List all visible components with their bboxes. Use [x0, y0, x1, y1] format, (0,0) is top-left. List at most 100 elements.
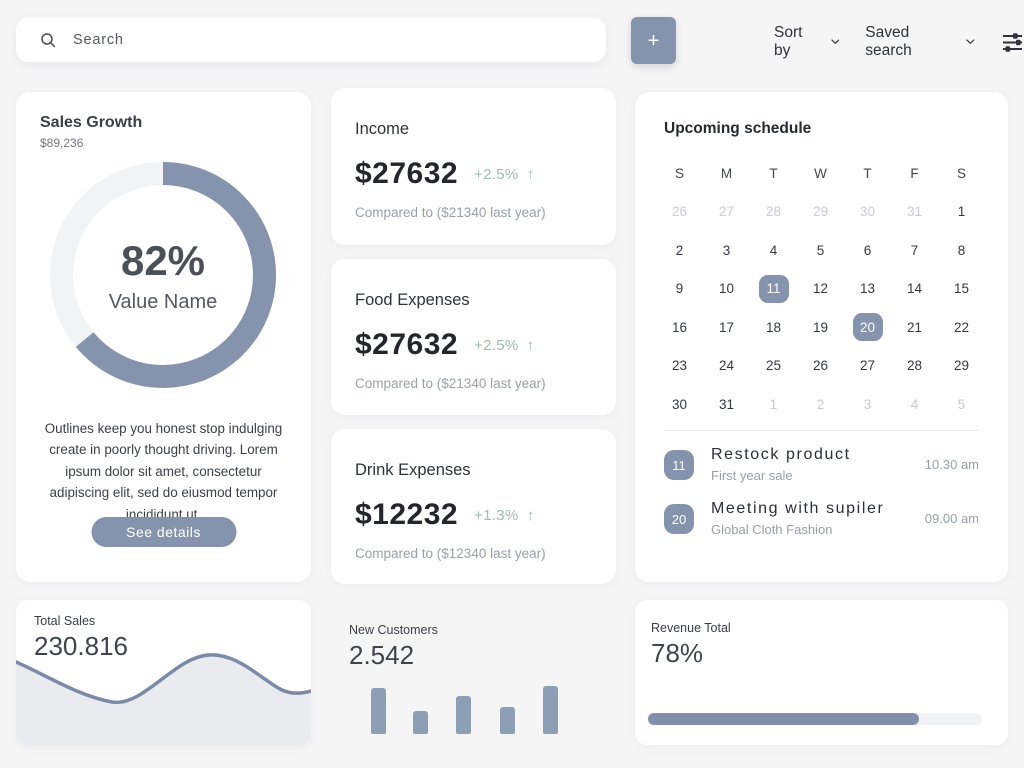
stat-compare: Compared to ($21340 last year) [355, 205, 546, 220]
search-input[interactable] [71, 31, 575, 49]
sort-by-dropdown[interactable]: Sort by [774, 24, 839, 60]
stat-compare: Compared to ($21340 last year) [355, 376, 546, 391]
sales-growth-description: Outlines keep you honest stop indulging … [44, 421, 283, 522]
event-date-badge: 11 [664, 450, 694, 480]
event-restock-product[interactable]: 11 Restock product First year sale 10.30… [664, 446, 979, 486]
income-card: Income $27632 +2.5% ↑ Compared to ($2134… [331, 88, 616, 245]
calendar-day[interactable]: 31 [906, 204, 923, 220]
event-meeting-supplier[interactable]: 20 Meeting with supiler Global Cloth Fas… [664, 500, 979, 540]
calendar-day[interactable]: 13 [859, 281, 876, 297]
chevron-down-icon [830, 39, 839, 44]
event-subtitle: Global Cloth Fashion [711, 522, 833, 537]
calendar-day[interactable]: 2 [675, 242, 684, 258]
calendar-day[interactable]: 7 [910, 242, 919, 258]
calendar-day[interactable]: 26 [812, 358, 829, 374]
calendar-day[interactable]: 10 [718, 281, 735, 297]
donut-percent-value: 82% [120, 236, 206, 284]
sales-growth-amount: $89,236 [40, 136, 84, 150]
stat-title: Income [355, 120, 410, 138]
new-customers-bar-chart [330, 674, 615, 734]
calendar-day[interactable]: 31 [718, 396, 735, 412]
calendar-day[interactable]: 5 [816, 242, 825, 258]
calendar-day[interactable]: 27 [859, 358, 876, 374]
calendar-day[interactable]: 22 [953, 319, 970, 335]
calendar-day[interactable]: 29 [953, 358, 970, 374]
calendar-day-header: S [674, 165, 684, 181]
calendar-day[interactable]: 8 [957, 242, 966, 258]
calendar-day[interactable]: 26 [671, 204, 688, 220]
stat-title: Food Expenses [355, 291, 470, 309]
add-button[interactable]: + [631, 17, 676, 64]
calendar-day[interactable]: 28 [765, 204, 782, 220]
stat-value: $27632 [355, 328, 459, 361]
calendar-day[interactable]: 4 [910, 396, 919, 412]
calendar-day[interactable]: 3 [722, 242, 731, 258]
calendar-day[interactable]: 30 [859, 204, 876, 220]
calendar-day[interactable]: 9 [675, 281, 684, 297]
calendar-day[interactable]: 30 [671, 396, 688, 412]
revenue-total-value: 78% [651, 638, 704, 668]
calendar-day-selected[interactable]: 11 [750, 270, 797, 309]
arrow-up-icon: ↑ [526, 165, 535, 183]
arrow-up-icon: ↑ [526, 336, 535, 354]
calendar-day[interactable]: 19 [812, 319, 829, 335]
calendar-day[interactable]: 24 [718, 358, 735, 374]
stat-change: +1.3% [474, 506, 519, 524]
stat-title: Drink Expenses [355, 461, 471, 479]
sliders-icon [1003, 32, 1022, 52]
calendar-day-header: T [863, 165, 872, 181]
sales-growth-donut-chart: 82% Value Name [48, 160, 278, 390]
event-title: Restock product [711, 446, 851, 463]
sales-growth-title: Sales Growth [40, 114, 143, 131]
calendar-day[interactable]: 1 [769, 396, 778, 412]
calendar-day[interactable]: 23 [671, 358, 688, 374]
calendar-day[interactable]: 28 [906, 358, 923, 374]
new-customers-value: 2.542 [349, 640, 415, 670]
calendar-day[interactable]: 29 [812, 204, 829, 220]
new-customers-section: New Customers 2.542 [330, 600, 615, 745]
calendar-day-header: S [956, 165, 966, 181]
total-sales-label: Total Sales [34, 614, 96, 628]
calendar-day[interactable]: 15 [953, 281, 970, 297]
drink-expenses-card: Drink Expenses $12232 +1.3% ↑ Compared t… [331, 429, 616, 584]
revenue-total-card: Revenue Total 78% [635, 600, 1008, 745]
bar [371, 688, 386, 734]
calendar-day[interactable]: 12 [812, 281, 829, 297]
revenue-total-label: Revenue Total [651, 621, 731, 635]
bar [500, 707, 515, 734]
calendar-day[interactable]: 17 [718, 319, 735, 335]
new-customers-label: New Customers [349, 623, 438, 637]
food-expenses-card: Food Expenses $27632 +2.5% ↑ Compared to… [331, 259, 616, 415]
calendar-day[interactable]: 5 [957, 396, 966, 412]
total-sales-wave-chart [16, 653, 311, 745]
see-details-button[interactable]: See details [91, 517, 236, 547]
bar [413, 711, 428, 734]
bar [456, 696, 471, 734]
stat-change: +2.5% [474, 165, 519, 183]
calendar-day[interactable]: 4 [769, 242, 778, 258]
saved-search-label: Saved search [865, 24, 912, 59]
calendar-day[interactable]: 25 [765, 358, 782, 374]
stat-change: +2.5% [474, 336, 519, 354]
calendar-day[interactable]: 2 [816, 396, 825, 412]
stat-compare: Compared to ($12340 last year) [355, 546, 546, 561]
total-sales-value: 230.816 [34, 631, 128, 661]
calendar-day[interactable]: 14 [906, 281, 923, 297]
calendar-day-selected[interactable]: 20 [844, 308, 891, 347]
calendar-day[interactable]: 21 [906, 319, 923, 335]
calendar-grid: S M T W T F S 26 27 28 29 30 31 1 2 3 4 5 6 7 8 9 10 11 12 13 14 15… [656, 154, 985, 424]
calendar-day[interactable]: 1 [957, 204, 966, 220]
saved-search-dropdown[interactable]: Saved search [865, 24, 975, 60]
calendar-day[interactable]: 18 [765, 319, 782, 335]
calendar-day[interactable]: 3 [863, 396, 872, 412]
calendar-day[interactable]: 6 [863, 242, 872, 258]
event-time: 09.00 am [924, 511, 979, 526]
donut-value-caption: Value Name [108, 290, 218, 313]
calendar-day[interactable]: 27 [718, 204, 735, 220]
search-bar[interactable] [16, 18, 606, 62]
calendar-day[interactable]: 16 [671, 319, 688, 335]
total-sales-card: Total Sales 230.816 [16, 600, 311, 745]
calendar-day-header: W [814, 165, 827, 181]
stat-value: $12232 [355, 498, 459, 531]
filter-settings-button[interactable] [1001, 31, 1024, 54]
